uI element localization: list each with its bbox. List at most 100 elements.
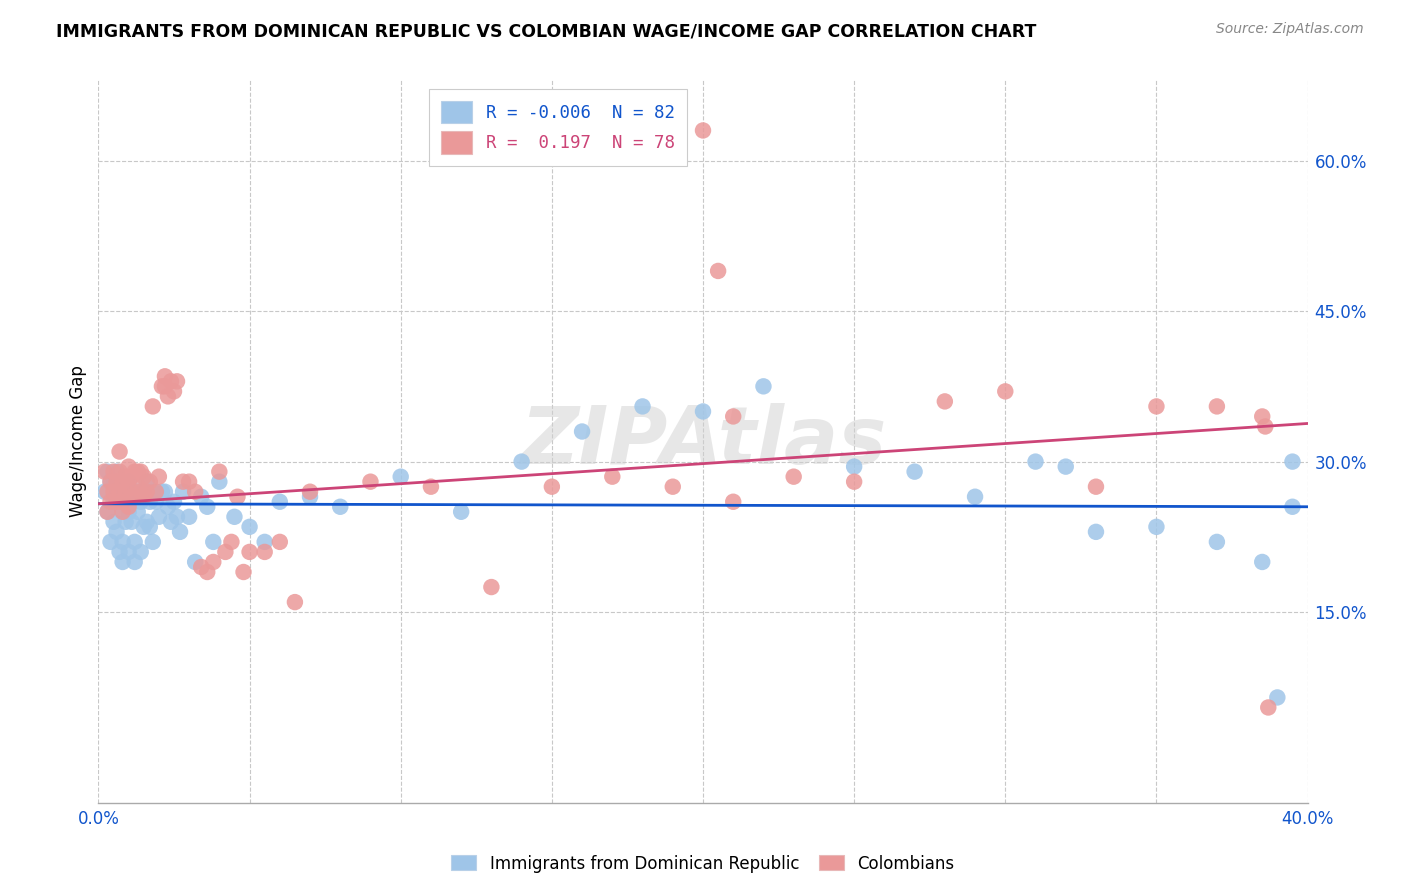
Point [166, 509, 188, 524]
Point [214, 545, 236, 559]
Text: ZIPAtlas: ZIPAtlas [520, 402, 886, 481]
Point [540, 480, 562, 494]
Point [114, 515, 136, 529]
Point [105, 494, 128, 508]
Point [135, 475, 157, 489]
Text: Source: ZipAtlas.com: Source: ZipAtlas.com [1216, 22, 1364, 37]
Y-axis label: Wage/Income Gap: Wage/Income Gap [69, 366, 87, 517]
Point [450, 505, 472, 519]
Point [127, 505, 149, 519]
Point [156, 389, 179, 403]
Point [108, 444, 131, 458]
Point [1144, 520, 1167, 534]
Point [965, 490, 987, 504]
Point [124, 555, 146, 569]
Point [129, 484, 152, 499]
Point [510, 455, 533, 469]
Point [723, 494, 745, 508]
Point [139, 494, 162, 508]
Point [132, 520, 155, 534]
Point [239, 520, 262, 534]
Point [1267, 690, 1289, 705]
Point [121, 490, 143, 504]
Point [105, 465, 128, 479]
Point [208, 475, 231, 489]
Point [269, 535, 291, 549]
Point [195, 500, 218, 514]
Point [118, 500, 141, 514]
Point [139, 520, 162, 534]
Point [1085, 480, 1108, 494]
Point [124, 490, 146, 504]
Point [105, 475, 128, 489]
Point [100, 475, 122, 489]
Point [184, 555, 207, 569]
Point [844, 459, 866, 474]
Point [114, 484, 136, 499]
Point [111, 555, 134, 569]
Point [481, 580, 503, 594]
Point [148, 469, 170, 483]
Point [163, 494, 186, 508]
Point [994, 384, 1017, 399]
Point [1251, 555, 1274, 569]
Point [93, 465, 115, 479]
Point [129, 465, 152, 479]
Point [135, 484, 157, 499]
Point [148, 509, 170, 524]
Point [129, 494, 152, 508]
Legend: R = -0.006  N = 82, R =  0.197  N = 78: R = -0.006 N = 82, R = 0.197 N = 78 [429, 89, 688, 166]
Point [226, 490, 249, 504]
Point [420, 480, 443, 494]
Point [208, 465, 231, 479]
Point [224, 509, 246, 524]
Point [121, 469, 143, 483]
Point [124, 490, 146, 504]
Point [190, 490, 212, 504]
Point [202, 555, 225, 569]
Point [118, 459, 141, 474]
Point [692, 123, 714, 137]
Point [150, 379, 173, 393]
Point [707, 264, 730, 278]
Point [103, 475, 125, 489]
Point [127, 480, 149, 494]
Point [299, 484, 322, 499]
Point [127, 484, 149, 499]
Point [163, 384, 186, 399]
Point [299, 490, 322, 504]
Point [692, 404, 714, 418]
Point [153, 379, 176, 393]
Point [150, 484, 173, 499]
Point [1257, 700, 1279, 714]
Point [190, 560, 212, 574]
Point [114, 469, 136, 483]
Point [142, 400, 165, 414]
Point [169, 524, 191, 539]
Point [160, 515, 183, 529]
Point [96, 484, 118, 499]
Point [96, 465, 118, 479]
Point [631, 400, 654, 414]
Point [108, 494, 131, 508]
Point [124, 465, 146, 479]
Point [195, 565, 218, 579]
Point [111, 484, 134, 499]
Point [108, 545, 131, 559]
Point [132, 469, 155, 483]
Point [111, 505, 134, 519]
Point [172, 484, 194, 499]
Point [160, 375, 183, 389]
Point [179, 475, 201, 489]
Point [132, 490, 155, 504]
Point [139, 475, 162, 489]
Point [132, 484, 155, 499]
Point [934, 394, 956, 409]
Point [118, 505, 141, 519]
Point [269, 494, 291, 508]
Point [1144, 400, 1167, 414]
Text: IMMIGRANTS FROM DOMINICAN REPUBLIC VS COLOMBIAN WAGE/INCOME GAP CORRELATION CHAR: IMMIGRANTS FROM DOMINICAN REPUBLIC VS CO… [56, 22, 1036, 40]
Point [103, 484, 125, 499]
Point [1254, 419, 1277, 434]
Point [153, 369, 176, 384]
